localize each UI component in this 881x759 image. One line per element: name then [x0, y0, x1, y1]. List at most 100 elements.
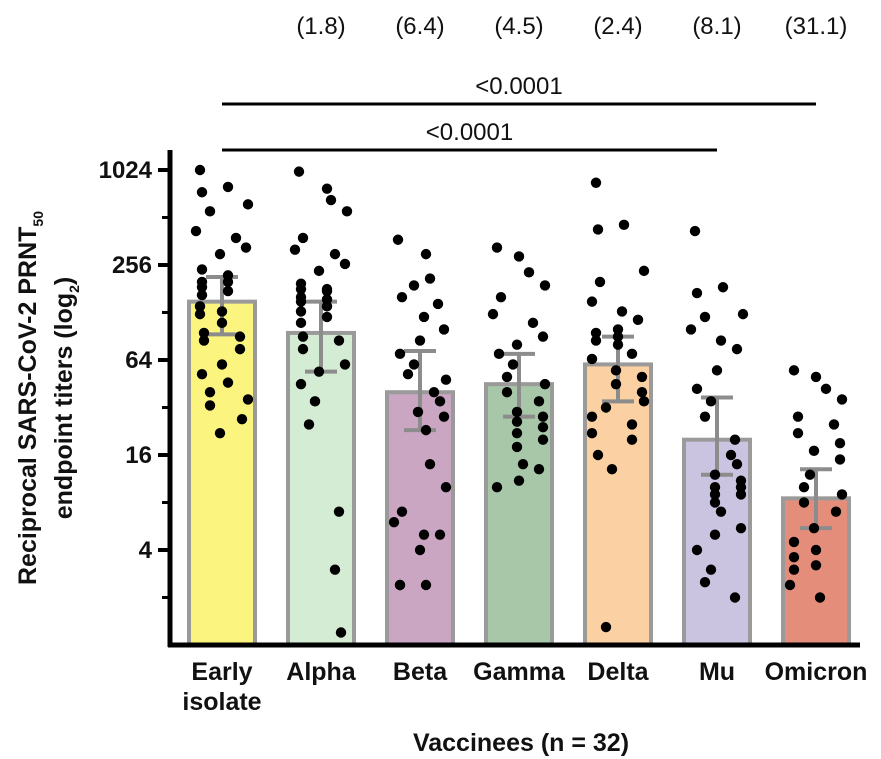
point-4-14	[586, 353, 598, 365]
point-1-8	[313, 265, 325, 277]
point-0-25	[196, 369, 208, 380]
point-6-0	[788, 365, 800, 376]
point-4-7	[632, 314, 644, 326]
point-0-12	[222, 276, 234, 288]
point-3-19	[511, 427, 523, 439]
point-3-25	[491, 482, 503, 493]
point-6-19	[810, 560, 822, 571]
point-1-19	[295, 317, 307, 329]
point-0-13	[196, 282, 208, 293]
point-2-20	[396, 506, 408, 517]
bar-4	[583, 362, 653, 647]
x-categories-layer: Early isolate Alpha Beta Gamma Delta Mu Omicron	[182, 658, 867, 716]
point-1-29	[329, 564, 341, 575]
point-0-0	[194, 164, 206, 176]
point-6-18	[788, 552, 800, 563]
bar-0	[187, 299, 257, 647]
point-1-2	[325, 194, 337, 206]
point-0-6	[230, 232, 242, 244]
y-axis-title-line1: Reciprocal SARS-CoV-2 PRNT50	[14, 211, 46, 585]
point-6-5	[828, 419, 840, 430]
point-6-16	[788, 536, 800, 548]
point-5-11	[699, 411, 711, 422]
point-2-0	[392, 234, 404, 245]
point-3-2	[523, 267, 535, 278]
point-5-13	[725, 449, 737, 461]
point-6-7	[834, 438, 846, 449]
point-2-11	[402, 369, 414, 380]
point-1-20	[297, 331, 309, 342]
point-0-18	[194, 308, 206, 320]
comparison-pvalue-0: <0.0001	[475, 73, 562, 100]
y-tick-label-1: 16	[125, 442, 152, 469]
point-3-6	[527, 317, 539, 329]
point-5-22	[715, 506, 727, 517]
point-4-27	[600, 621, 612, 633]
point-4-5	[586, 296, 598, 307]
point-0-17	[216, 306, 228, 317]
point-1-23	[339, 359, 351, 370]
point-3-17	[511, 416, 523, 427]
point-6-9	[834, 454, 846, 465]
point-4-25	[592, 449, 604, 461]
point-6-15	[808, 522, 820, 534]
point-6-14	[830, 506, 842, 517]
point-5-10	[705, 396, 717, 407]
point-2-7	[438, 324, 450, 335]
point-2-12	[440, 374, 452, 385]
category-label-3: Gamma	[473, 658, 566, 686]
point-3-11	[501, 371, 513, 383]
point-2-22	[418, 529, 430, 540]
point-2-16	[438, 411, 450, 422]
point-0-19	[216, 317, 228, 329]
point-1-24	[313, 366, 325, 377]
comparison-pvalue-1: <0.0001	[426, 119, 513, 146]
point-1-6	[329, 248, 341, 260]
fold-change-3: (4.5)	[494, 13, 543, 40]
point-5-25	[691, 544, 703, 556]
point-4-18	[636, 387, 648, 398]
point-2-15	[412, 406, 424, 418]
point-6-6	[792, 427, 804, 439]
point-1-16	[321, 301, 333, 312]
points-layer	[190, 164, 848, 638]
point-5-17	[709, 482, 721, 493]
point-3-7	[537, 331, 549, 342]
point-4-22	[626, 419, 638, 430]
point-0-28	[242, 394, 254, 405]
point-5-21	[709, 497, 721, 508]
point-1-11	[295, 283, 307, 295]
point-3-24	[513, 475, 525, 486]
point-2-13	[428, 387, 440, 398]
point-0-16	[194, 301, 206, 312]
point-2-23	[434, 529, 446, 540]
comparison-brackets: <0.0001 <0.0001	[222, 73, 816, 152]
point-6-4	[792, 411, 804, 422]
category-label-5: Mu	[699, 658, 735, 686]
point-5-3	[737, 308, 749, 320]
point-2-4	[396, 292, 408, 303]
point-0-27	[204, 387, 216, 398]
category-label-4: Delta	[587, 658, 649, 686]
point-2-6	[418, 311, 430, 323]
category-label-1: Alpha	[286, 658, 357, 686]
point-5-24	[709, 529, 721, 540]
point-4-13	[626, 348, 638, 360]
point-0-22	[198, 335, 210, 346]
point-4-6	[616, 306, 628, 317]
point-2-19	[440, 482, 452, 493]
point-3-13	[501, 387, 513, 398]
point-0-1	[222, 181, 234, 193]
point-1-12	[321, 285, 333, 297]
point-6-2	[820, 383, 832, 395]
point-4-23	[586, 427, 598, 439]
point-2-5	[432, 298, 444, 310]
point-3-8	[511, 339, 523, 350]
point-0-29	[204, 400, 216, 411]
point-1-22	[297, 343, 309, 355]
point-0-30	[236, 413, 248, 425]
fold-change-1: (1.8)	[296, 13, 345, 40]
point-4-10	[612, 331, 624, 342]
point-0-8	[214, 248, 226, 260]
point-4-8	[612, 324, 624, 335]
